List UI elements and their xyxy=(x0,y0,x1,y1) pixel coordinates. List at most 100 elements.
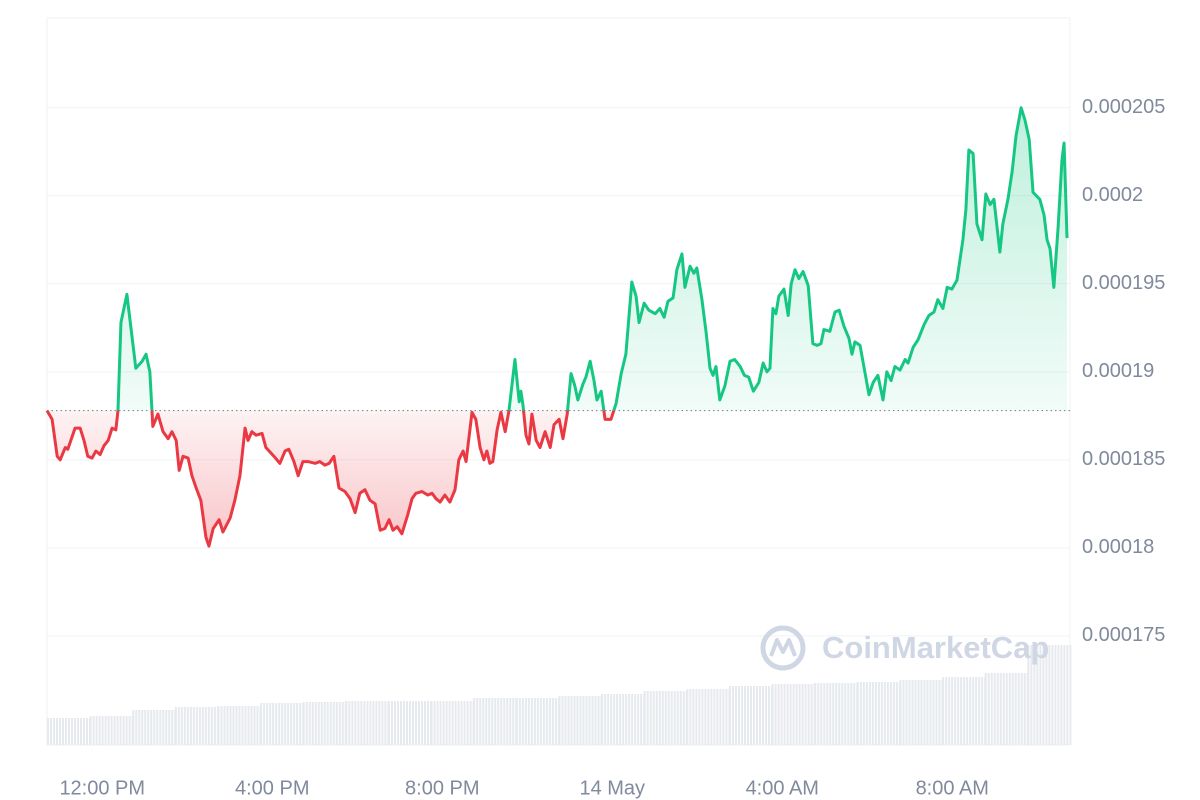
volume-stripe xyxy=(871,682,874,745)
volume-stripe xyxy=(83,718,85,745)
volume-stripe xyxy=(384,701,387,745)
volume-bar xyxy=(217,706,262,745)
volume-stripe xyxy=(880,682,883,745)
volume-stripe xyxy=(247,706,250,745)
volume-stripe xyxy=(101,716,104,745)
volume-stripe xyxy=(272,703,275,745)
volume-stripe xyxy=(500,698,503,745)
watermark: CoinMarketCap xyxy=(760,625,1049,671)
volume-stripe xyxy=(454,701,457,745)
volume-stripe xyxy=(235,706,238,745)
volume-stripe xyxy=(588,696,591,745)
volume-stripe xyxy=(536,698,539,745)
volume-stripe xyxy=(765,686,767,745)
volume-stripe xyxy=(987,673,990,745)
volume-stripe xyxy=(993,673,996,745)
volume-stripe xyxy=(466,701,469,745)
volume-stripe xyxy=(244,706,247,745)
volume-stripe xyxy=(963,677,966,745)
volume-bar xyxy=(601,694,646,745)
volume-stripe xyxy=(1030,645,1033,745)
volume-stripe xyxy=(372,701,375,745)
volume-stripe xyxy=(795,684,798,745)
volume-stripe xyxy=(71,718,73,745)
volume-stripe xyxy=(814,683,817,745)
volume-stripe xyxy=(975,677,978,745)
volume-stripe xyxy=(189,707,192,745)
volume-stripe xyxy=(704,689,707,745)
volume-stripe xyxy=(110,716,113,745)
volume-stripe xyxy=(938,680,941,745)
volume-stripe xyxy=(183,707,186,745)
volume-stripe xyxy=(698,689,701,745)
volume-stripe xyxy=(908,680,911,745)
volume-stripe xyxy=(256,706,259,745)
volume-stripe xyxy=(269,703,272,745)
volume-stripe xyxy=(308,702,311,745)
volume-stripe xyxy=(427,701,429,745)
volume-stripe xyxy=(1020,673,1023,745)
volume-stripe xyxy=(177,707,180,745)
volume-stripe xyxy=(363,701,366,745)
volume-stripe xyxy=(777,684,780,745)
volume-stripe xyxy=(735,686,737,745)
volume-stripe xyxy=(610,694,613,745)
volume-stripe xyxy=(701,689,704,745)
volume-stripe xyxy=(527,698,530,745)
volume-bar xyxy=(729,686,773,745)
volume-stripe xyxy=(335,702,338,745)
volume-bar xyxy=(771,684,816,745)
volume-stripe xyxy=(357,701,360,745)
volume-stripe xyxy=(186,707,189,745)
volume-stripe xyxy=(241,706,244,745)
volume-stripe xyxy=(457,701,460,745)
volume-stripe xyxy=(512,698,515,745)
volume-stripe xyxy=(391,701,393,745)
volume-stripe xyxy=(948,677,951,745)
volume-stripe xyxy=(966,677,969,745)
volume-stripe xyxy=(905,680,908,745)
volume-bar xyxy=(686,689,731,745)
volume-stripe xyxy=(969,677,972,745)
volume-stripe xyxy=(774,684,777,745)
volume-stripe xyxy=(768,686,770,745)
volume-stripe xyxy=(253,706,256,745)
volume-stripe xyxy=(226,706,229,745)
volume-stripe xyxy=(945,677,948,745)
volume-stripe xyxy=(762,686,764,745)
volume-bar xyxy=(515,698,560,745)
volume-stripe xyxy=(631,694,634,745)
volume-bar xyxy=(47,718,91,745)
volume-stripe xyxy=(533,698,536,745)
volume-stripe xyxy=(433,701,436,745)
volume-stripe xyxy=(201,707,204,745)
volume-stripe xyxy=(841,683,844,745)
volume-stripe xyxy=(47,718,49,745)
volume-stripe xyxy=(1045,645,1048,745)
volume-stripe xyxy=(360,701,363,745)
volume-stripe xyxy=(116,716,119,745)
volume-stripe xyxy=(320,702,323,745)
volume-stripe xyxy=(747,686,749,745)
volume-stripe xyxy=(1036,645,1039,745)
volume-stripe xyxy=(381,701,384,745)
volume-stripe xyxy=(473,698,476,745)
volume-stripe xyxy=(661,691,664,745)
volume-stripe xyxy=(77,718,79,745)
volume-stripe xyxy=(865,682,868,745)
x-tick-label: 14 May xyxy=(579,777,645,799)
volume-stripe xyxy=(192,707,195,745)
volume-stripe xyxy=(436,701,439,745)
volume-stripe xyxy=(1051,645,1054,745)
volume-stripe xyxy=(601,694,604,745)
volume-stripe xyxy=(138,710,141,745)
volume-stripe xyxy=(284,703,287,745)
volume-stripe xyxy=(719,689,722,745)
volume-stripe xyxy=(89,716,92,745)
volume-stripe xyxy=(150,710,153,745)
volume-bar xyxy=(174,707,219,745)
volume-bar xyxy=(345,701,390,745)
volume-stripe xyxy=(679,691,682,745)
volume-stripe xyxy=(838,683,841,745)
volume-stripe xyxy=(923,680,926,745)
